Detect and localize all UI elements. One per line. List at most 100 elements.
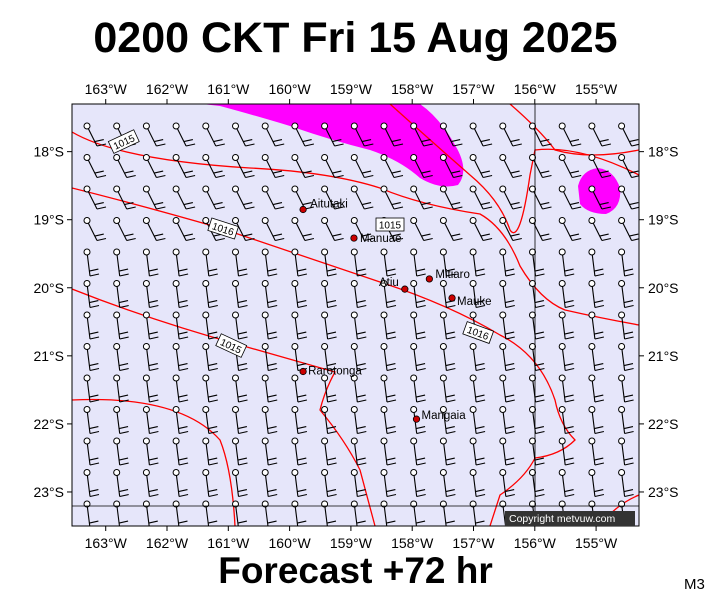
wind-barb: [172, 343, 189, 372]
wind-barb: [380, 280, 397, 309]
wind-barb: [499, 311, 515, 340]
wind-barb: [380, 500, 396, 526]
wind-barb: [83, 311, 100, 340]
wind-barb: [618, 248, 634, 277]
place-label: Aitutaki: [310, 199, 348, 211]
wind-barb: [321, 122, 344, 147]
wind-barb: [350, 280, 367, 309]
wind-barb: [558, 343, 575, 372]
wind-barb: [232, 311, 248, 340]
axis-ticks: 163°W 163°W 162°W 162°W 161°W 161°W 160°W 160°W…: [33, 81, 678, 551]
wind-barb: [172, 122, 196, 147]
wind-barb: [350, 406, 367, 435]
wind-barb: [499, 374, 515, 403]
wind-barb: [142, 343, 159, 372]
wind-barb: [291, 469, 308, 498]
wind-barb: [439, 217, 463, 242]
wind-barb: [83, 437, 100, 466]
wind-barb: [618, 280, 634, 309]
wind-barb: [410, 469, 426, 498]
wind-barb: [261, 437, 278, 466]
wind-barb: [142, 122, 166, 147]
place-marker: [299, 205, 307, 214]
wind-barb: [588, 406, 605, 435]
wind-barb: [350, 343, 367, 372]
wind-barb: [321, 500, 337, 526]
wind-barb: [321, 437, 337, 466]
forecast-lead-label: Forecast +72 hr: [218, 550, 493, 591]
wind-barb: [291, 500, 307, 526]
rain-area-north: [202, 104, 464, 187]
graticule: [72, 104, 639, 526]
place-marker: [401, 285, 409, 293]
wind-barb: [232, 374, 248, 403]
wind-barb: [261, 122, 285, 147]
wind-barb: [202, 406, 218, 435]
lon-label-top: 162°W: [146, 81, 189, 97]
lon-label-bottom: 158°W: [391, 535, 434, 551]
wind-barb: [232, 469, 248, 498]
wind-barb: [321, 469, 337, 498]
place-marker: [412, 415, 421, 423]
lon-label-bottom: 156°W: [514, 535, 557, 551]
wind-barb: [410, 311, 426, 340]
wind-barb: [142, 374, 159, 403]
wind-barb: [350, 185, 374, 210]
wind-barb: [142, 437, 159, 466]
wind-barb: [618, 185, 639, 210]
wind-barb: [83, 343, 100, 372]
wind-barb: [321, 217, 344, 242]
wind-barb: [291, 122, 315, 147]
wind-barb: [172, 185, 196, 210]
wind-barb: [469, 185, 493, 210]
wind-barb: [410, 374, 426, 403]
wind-barb: [380, 343, 397, 372]
wind-barb: [380, 374, 397, 403]
lon-label-bottom: 163°W: [85, 535, 128, 551]
wind-barb: [618, 217, 639, 242]
forecast-time-title: 0200 CKT Fri 15 Aug 2025: [93, 14, 618, 62]
wind-barb: [499, 343, 515, 372]
wind-barb: [142, 500, 159, 526]
lat-label-left: 18°S: [33, 144, 64, 160]
wind-barb: [410, 154, 433, 179]
wind-barb: [113, 248, 129, 277]
wind-barb: [350, 311, 367, 340]
wind-barb: [113, 185, 136, 210]
wind-barb: [439, 469, 456, 498]
wind-barb: [83, 406, 100, 435]
wind-barb: [350, 374, 367, 403]
wind-barb: [469, 248, 486, 277]
wind-barb: [499, 469, 515, 498]
wind-barb: [350, 500, 367, 526]
lat-label-right: 23°S: [648, 484, 679, 500]
wind-barb: [113, 311, 129, 340]
lat-label-right: 18°S: [648, 144, 679, 160]
wind-barb: [321, 374, 337, 403]
wind-barb: [142, 469, 159, 498]
wind-barb: [588, 185, 612, 210]
wind-barb: [172, 437, 189, 466]
place-label: Mitiaro: [435, 269, 470, 281]
wind-barb: [83, 122, 107, 147]
place-label: Manuae: [360, 233, 402, 245]
wind-barb: [113, 406, 129, 435]
wind-barb: [588, 248, 605, 277]
wind-barb: [350, 248, 367, 277]
wind-barb: [142, 311, 159, 340]
wind-barb: [291, 437, 308, 466]
place-marker: [350, 234, 358, 242]
wind-barb: [142, 217, 166, 242]
wind-barb: [558, 154, 582, 179]
wind-barb: [291, 280, 308, 309]
lon-label-top: 159°W: [330, 81, 373, 97]
wind-barb: [291, 248, 308, 277]
wind-barb: [172, 217, 196, 242]
wind-barb: [232, 280, 248, 309]
wind-barb: [439, 437, 456, 466]
wind-barb: [499, 248, 515, 277]
wind-barb: [232, 154, 255, 179]
wind-barb: [410, 500, 426, 526]
